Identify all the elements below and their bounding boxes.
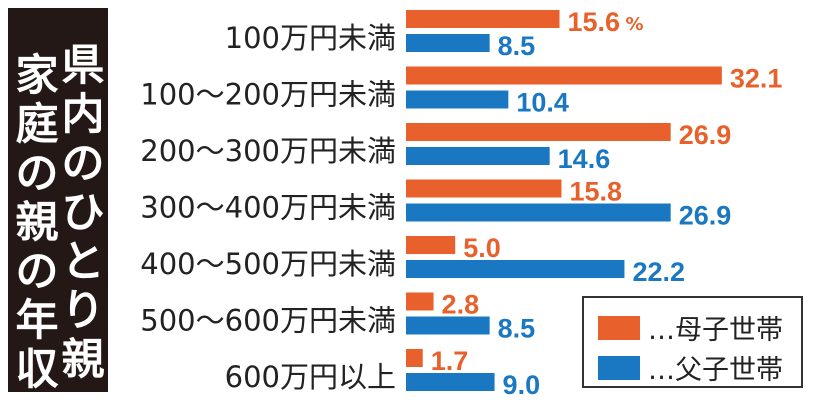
category-label: 200～300万円未満 [140,134,396,168]
chart-title-line1: 県内のひとり親 [61,41,105,385]
category-label: 400～500万円未満 [140,247,396,281]
chart-title-box: 県内のひとり親 家庭の親の年収 [8,8,108,395]
legend-item-mother: …母子世帯 [598,308,783,347]
chart-title-line2: 家庭の親の年収 [15,51,59,395]
bar-mother [406,236,456,254]
data-label: 26.9 [679,201,732,231]
category-label: 500～600万円未満 [140,304,396,338]
data-label: 8.5 [498,31,536,61]
data-label: 26.9 [679,120,732,150]
bar-father [406,316,490,335]
bar-mother [406,123,671,141]
data-label: 1.7 [431,346,469,376]
legend-swatch-father [598,355,640,380]
bar-mother [406,10,560,28]
bar-father [406,203,671,222]
bar-mother [406,349,423,367]
bar-mother [406,66,722,85]
unit-label: % [626,14,644,35]
legend-swatch-mother [598,315,640,340]
bar-mother [406,292,434,311]
category-label: 100～200万円未満 [140,78,396,112]
legend-label-father: …父子世帯 [648,355,783,386]
bar-father [406,34,490,52]
data-label: 5.0 [463,233,501,263]
category-label: 600万円以上 [225,360,396,394]
data-label: 22.2 [632,257,685,287]
legend-item-father: …父子世帯 [598,348,783,387]
data-label: 10.4 [516,88,569,118]
legend: …母子世帯 …父子世帯 [582,296,803,388]
bar-father [406,373,495,391]
category-label: 100万円未満 [225,21,396,55]
data-label: 14.6 [558,144,611,174]
data-label: 2.8 [442,290,480,320]
bar-father [406,260,625,278]
data-label: 32.1 [730,64,783,94]
bar-mother [406,179,562,198]
bar-father [406,147,550,165]
legend-label-mother: …母子世帯 [648,315,783,346]
data-label: 15.8 [569,177,622,207]
data-label: 15.6 [568,7,621,37]
bar-father [406,90,509,109]
category-label: 300～400万円未満 [140,191,396,225]
data-label: 9.0 [503,370,541,400]
data-label: 8.5 [498,314,536,344]
